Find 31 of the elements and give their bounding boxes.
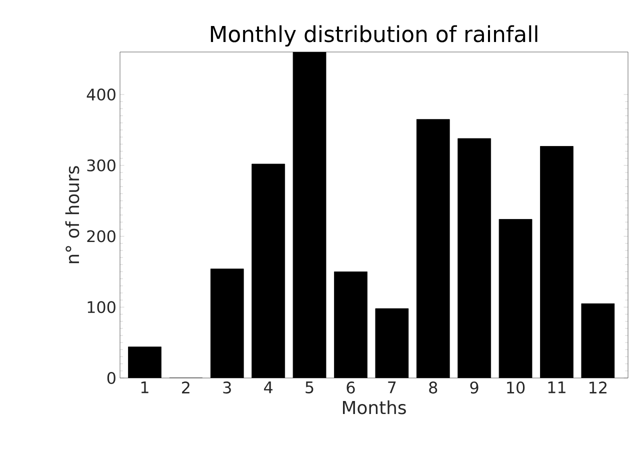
bar [540, 146, 574, 378]
bar [210, 268, 244, 378]
x-tick-label: 11 [548, 382, 566, 394]
y-tick-label: 0 [107, 372, 116, 384]
x-tick-label: 7 [388, 382, 396, 394]
bar [498, 219, 532, 378]
x-tick-label: 3 [223, 382, 231, 394]
y-tick-label: 400 [86, 88, 116, 101]
y-axis-title: n° of hours [65, 166, 80, 264]
bar [458, 138, 492, 378]
y-tick-label: 200 [87, 230, 116, 242]
x-tick-label: 2 [182, 382, 190, 394]
bar [416, 119, 450, 378]
x-tick-label: 9 [470, 382, 478, 394]
bar [292, 52, 326, 378]
x-axis-title: Months [342, 400, 406, 414]
chart-title: Monthly distribution of rainfall [210, 25, 538, 46]
bar [128, 346, 162, 378]
x-tick-label: 4 [264, 382, 273, 394]
y-tick-label: 100 [88, 301, 116, 314]
x-tick-label: 10 [507, 382, 525, 394]
bar [581, 303, 615, 378]
x-tick-label: 1 [141, 382, 148, 394]
bar [334, 271, 368, 378]
y-tick-label: 300 [87, 159, 116, 172]
bar [375, 308, 409, 378]
x-tick-label: 12 [590, 382, 606, 394]
bar [252, 164, 286, 378]
x-tick-label: 8 [429, 382, 438, 394]
x-tick-label: 5 [306, 382, 314, 394]
x-tick-label: 6 [346, 382, 355, 394]
